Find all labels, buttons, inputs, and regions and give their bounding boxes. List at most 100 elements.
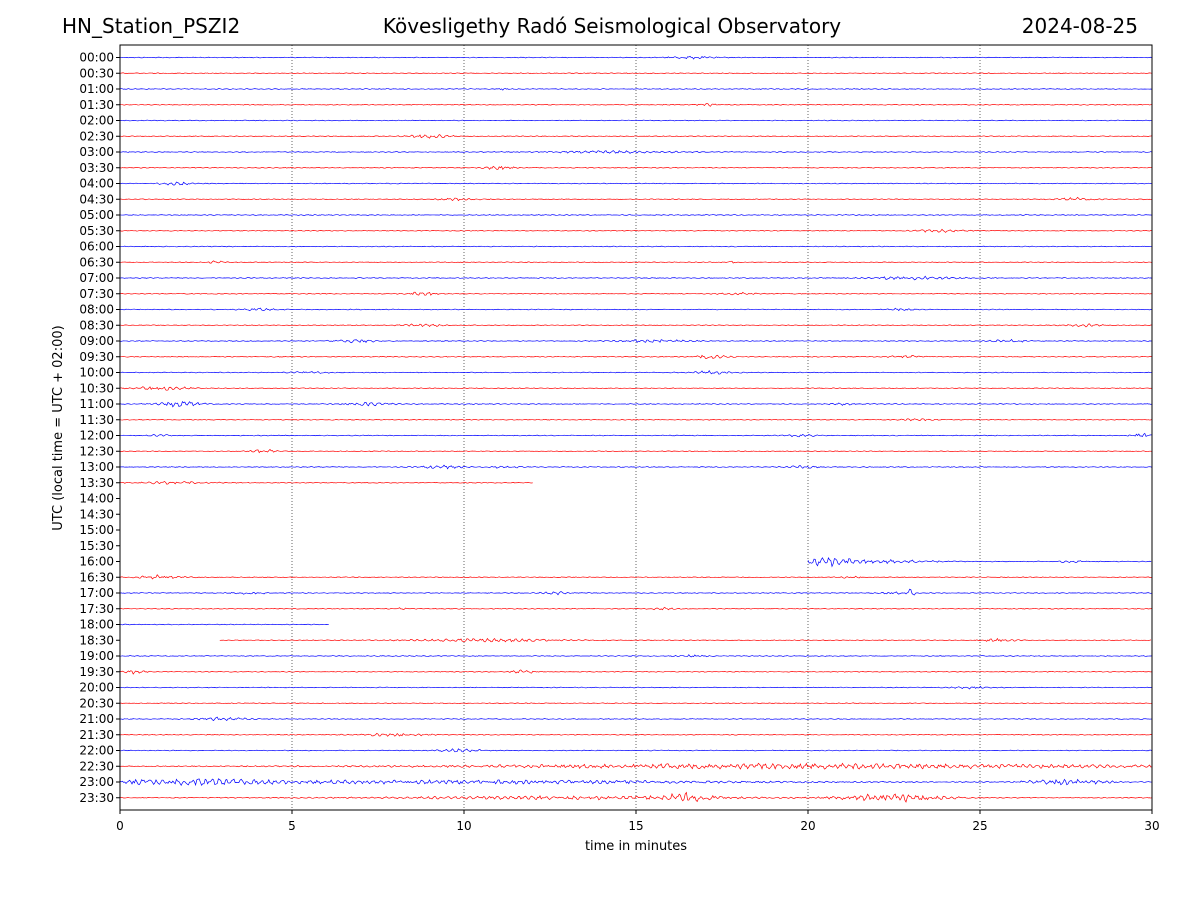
trace-0230 [119, 134, 1153, 139]
x-axis-label: time in minutes [585, 839, 687, 854]
y-tick-label: 16:00 [79, 555, 114, 569]
y-tick-label: 10:30 [79, 381, 114, 395]
y-tick-label: 16:30 [79, 570, 114, 584]
trace-1600 [807, 557, 1152, 568]
y-tick-label: 02:30 [79, 129, 114, 143]
y-tick-label: 18:30 [79, 633, 114, 647]
x-tick-label: 0 [116, 819, 124, 833]
station-name: HN_Station_PSZI2 [62, 14, 241, 38]
trace-0630 [119, 260, 1153, 264]
y-tick-label: 21:30 [79, 728, 114, 742]
y-tick-label: 09:00 [79, 334, 114, 348]
x-tick-label: 15 [628, 819, 643, 833]
y-tick-label: 10:00 [79, 366, 114, 380]
y-tick-label: 12:30 [79, 444, 114, 458]
y-tick-label: 05:30 [79, 224, 114, 238]
y-tick-label: 21:00 [79, 712, 114, 726]
x-axis-ticks: 0 5 10 15 20 25 30 [116, 810, 1160, 833]
y-tick-label: 17:30 [79, 602, 114, 616]
trace-1730 [119, 606, 1153, 611]
y-tick-label: 08:30 [79, 318, 114, 332]
trace-0000 [119, 55, 1153, 60]
y-tick-label: 13:30 [79, 476, 114, 490]
trace-0830 [119, 323, 1153, 328]
trace-2200 [119, 748, 1153, 753]
y-tick-label: 02:00 [79, 114, 114, 128]
trace-1200 [119, 432, 1153, 438]
trace-2100 [119, 716, 1153, 722]
chart-date: 2024-08-25 [1021, 14, 1138, 38]
trace-1800 [119, 623, 329, 626]
trace-0400 [119, 181, 1153, 186]
trace-0800 [119, 307, 1153, 312]
y-tick-label: 15:00 [79, 523, 114, 537]
y-tick-label: 19:00 [79, 649, 114, 663]
trace-1000 [119, 370, 1153, 375]
trace-0700 [119, 275, 1153, 281]
trace-1630 [119, 574, 1153, 580]
y-tick-label: 00:30 [79, 66, 114, 80]
trace-0530 [119, 228, 1153, 233]
y-axis-label: UTC (local time = UTC + 02:00) [51, 325, 66, 530]
trace-1230 [119, 448, 1153, 454]
y-tick-label: 14:30 [79, 507, 114, 521]
trace-2300 [119, 778, 1153, 787]
y-tick-label: 04:00 [79, 177, 114, 191]
grid-lines [291, 45, 981, 810]
y-tick-label: 17:00 [79, 586, 114, 600]
trace-0500 [119, 213, 1153, 216]
trace-0030 [119, 72, 1153, 75]
y-tick-label: 07:00 [79, 271, 114, 285]
trace-0600 [119, 245, 1153, 248]
y-tick-label: 18:00 [79, 618, 114, 632]
trace-0930 [119, 354, 1153, 359]
y-tick-label: 01:30 [79, 98, 114, 112]
x-tick-label: 25 [972, 819, 987, 833]
y-tick-label: 19:30 [79, 665, 114, 679]
y-tick-label: 23:30 [79, 791, 114, 805]
y-tick-label: 22:00 [79, 744, 114, 758]
y-tick-label: 04:30 [79, 192, 114, 206]
y-tick-label: 01:00 [79, 82, 114, 96]
y-tick-label: 08:00 [79, 303, 114, 317]
chart-title: Kövesligethy Radó Seismological Observat… [382, 14, 842, 38]
trace-2000 [119, 685, 1153, 690]
trace-2230 [119, 762, 1153, 770]
y-tick-label: 20:00 [79, 681, 114, 695]
trace-1700 [119, 588, 1153, 596]
y-tick-label: 06:30 [79, 255, 114, 269]
x-tick-label: 30 [1144, 819, 1159, 833]
trace-0430 [119, 196, 1153, 202]
y-tick-label: 00:00 [79, 51, 114, 65]
y-tick-label: 14:00 [79, 492, 114, 506]
x-tick-label: 5 [288, 819, 296, 833]
y-tick-label: 13:00 [79, 460, 114, 474]
plot-frame [119, 44, 1153, 811]
y-tick-label: 11:30 [79, 413, 114, 427]
trace-1100 [119, 401, 1153, 408]
y-tick-label: 06:00 [79, 240, 114, 254]
trace-1930 [119, 669, 1153, 675]
trace-1030 [119, 386, 1153, 391]
trace-2030 [119, 702, 1153, 705]
y-tick-label: 03:30 [79, 161, 114, 175]
trace-2130 [119, 732, 1153, 737]
trace-0130 [119, 103, 1153, 107]
y-tick-label: 20:30 [79, 696, 114, 710]
trace-0300 [119, 150, 1153, 154]
trace-1330 [119, 480, 533, 485]
y-tick-label: 23:00 [79, 775, 114, 789]
trace-0730 [119, 291, 1153, 296]
y-tick-label: 12:00 [79, 429, 114, 443]
trace-1300 [119, 464, 1153, 470]
trace-1130 [119, 418, 1153, 422]
trace-0100 [119, 88, 1153, 91]
trace-group [119, 55, 1153, 803]
trace-0200 [119, 119, 1153, 122]
y-tick-label: 05:00 [79, 208, 114, 222]
x-tick-label: 20 [800, 819, 815, 833]
y-tick-label: 22:30 [79, 759, 114, 773]
trace-0900 [119, 338, 1152, 344]
